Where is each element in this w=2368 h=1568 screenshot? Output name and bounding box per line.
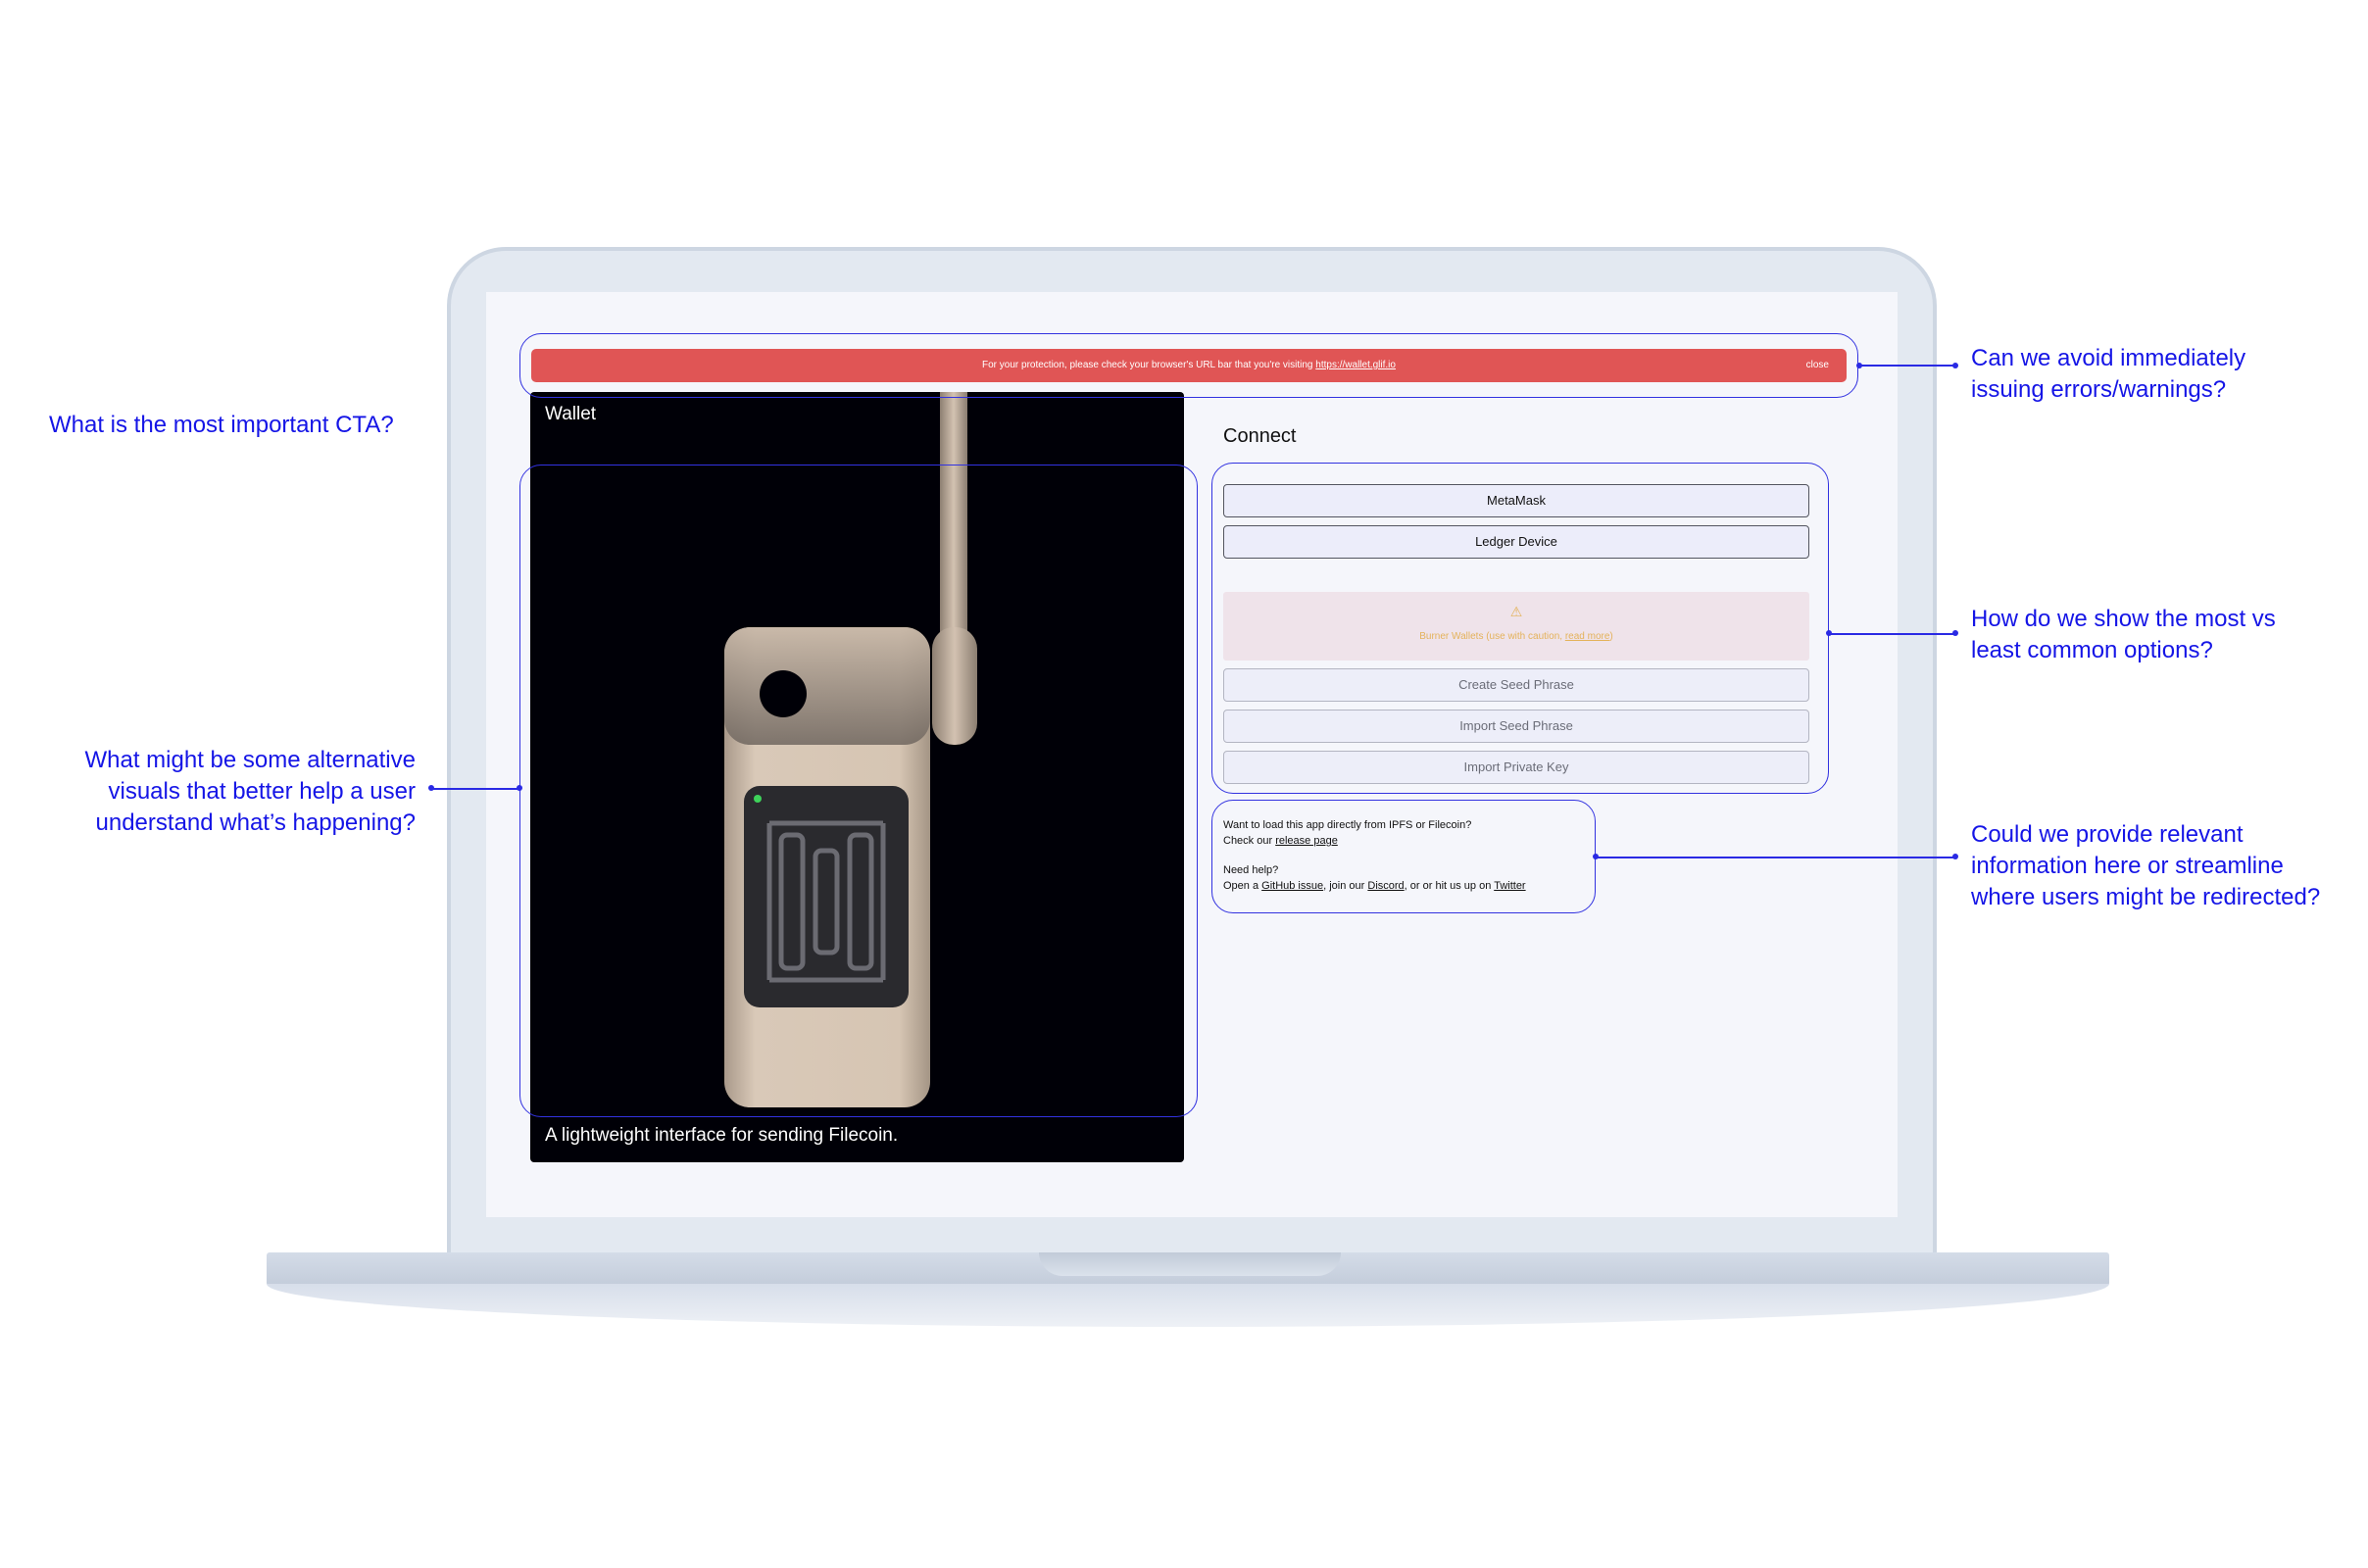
- warning-triangle-icon: ⚠: [1509, 604, 1523, 619]
- device-pad: [744, 786, 909, 1007]
- annotation-options: How do we show the most vs least common …: [1971, 604, 2276, 666]
- annotation-outline-hero: [519, 465, 1198, 1117]
- annotation-info-line: Could we provide relevant: [1971, 821, 2244, 848]
- device-logo: [766, 820, 886, 983]
- annotation-errors-line: Can we avoid immediately: [1971, 345, 2246, 371]
- connector-info: [1596, 857, 1956, 858]
- connector-dot: [1952, 630, 1958, 636]
- device-led: [754, 795, 762, 803]
- device-hole: [760, 670, 807, 717]
- ledger-device-illustration: [724, 392, 977, 1107]
- annotation-errors-line: issuing errors/warnings?: [1971, 376, 2227, 403]
- connector-options: [1829, 633, 1956, 635]
- annotation-outline-help: [1211, 800, 1596, 913]
- release-line: Check our release page: [1223, 833, 1526, 849]
- hero-caption: A lightweight interface for sending File…: [545, 1125, 899, 1146]
- help-links-line: Open a GitHub issue, join our Discord, o…: [1223, 878, 1526, 894]
- ledger-device-button[interactable]: Ledger Device: [1223, 525, 1809, 559]
- annotation-options-line: How do we show the most vs: [1971, 606, 2276, 632]
- laptop-base-bottom: [267, 1284, 2109, 1327]
- annotation-options-line: least common options?: [1971, 637, 2213, 663]
- annotation-visuals-line: visuals that better help a user: [108, 778, 416, 805]
- twitter-link[interactable]: Twitter: [1494, 880, 1526, 892]
- banner-url-link[interactable]: https://wallet.glif.io: [1315, 360, 1396, 370]
- laptop-notch: [1039, 1252, 1341, 1276]
- help-join-text: , join our: [1323, 880, 1368, 892]
- connector-dot: [1952, 854, 1958, 859]
- lanyard-clasp: [932, 627, 977, 745]
- annotation-visuals-line: What might be some alternative: [84, 747, 417, 773]
- connector-dot: [1856, 363, 1862, 368]
- hero-title: Wallet: [545, 404, 597, 424]
- lanyard-cord: [940, 392, 967, 637]
- connect-title: Connect: [1223, 425, 1297, 447]
- annotation-info-line: where users might be redirected?: [1971, 884, 2321, 910]
- connector-dot: [1593, 854, 1599, 859]
- banner-message: For your protection, please check your b…: [531, 349, 1847, 382]
- annotation-info-line: information here or streamline: [1971, 853, 2284, 879]
- annotation-cta: What is the most important CTA?: [49, 412, 394, 438]
- connector-dot: [517, 785, 522, 791]
- burner-warning-label: Burner Wallets (use with caution,: [1419, 631, 1565, 642]
- release-page-link[interactable]: release page: [1275, 835, 1338, 847]
- burner-warning-end: ): [1609, 631, 1613, 642]
- help-open-prefix: Open a: [1223, 880, 1262, 892]
- discord-link[interactable]: Discord: [1367, 880, 1405, 892]
- connector-dot: [428, 785, 434, 791]
- ipfs-question: Want to load this app directly from IPFS…: [1223, 819, 1472, 831]
- annotation-info: Could we provide relevant information he…: [1971, 819, 2320, 913]
- help-section: Want to load this app directly from IPFS…: [1223, 817, 1526, 894]
- hero-panel: Wallet A lightweight interface for sendi…: [530, 392, 1184, 1162]
- help-or-text: , or or hit us up on: [1404, 880, 1495, 892]
- need-help-label: Need help?: [1223, 864, 1279, 876]
- banner-close-button[interactable]: close: [1805, 360, 1829, 370]
- import-seed-phrase-button[interactable]: Import Seed Phrase: [1223, 710, 1809, 743]
- annotation-outline-banner: [519, 333, 1858, 398]
- banner-text: For your protection, please check your b…: [982, 360, 1316, 370]
- github-issue-link[interactable]: GitHub issue: [1261, 880, 1324, 892]
- annotation-outline-connect: [1211, 463, 1829, 794]
- import-private-key-button[interactable]: Import Private Key: [1223, 751, 1809, 784]
- annotation-errors: Can we avoid immediately issuing errors/…: [1971, 343, 2245, 406]
- url-warning-banner: For your protection, please check your b…: [531, 349, 1847, 382]
- annotation-visuals-line: understand what’s happening?: [95, 809, 416, 836]
- metamask-button[interactable]: MetaMask: [1223, 484, 1809, 517]
- connector-errors: [1858, 365, 1956, 367]
- burner-warning-text: Burner Wallets (use with caution, read m…: [1223, 631, 1809, 642]
- annotation-visuals: What might be some alternative visuals t…: [24, 745, 417, 839]
- release-prefix: Check our: [1223, 835, 1276, 847]
- burner-wallet-warning: ⚠ Burner Wallets (use with caution, read…: [1223, 592, 1809, 661]
- connector-dot: [1952, 363, 1958, 368]
- connector-dot: [1826, 630, 1832, 636]
- create-seed-phrase-button[interactable]: Create Seed Phrase: [1223, 668, 1809, 702]
- burner-read-more-link[interactable]: read more: [1564, 631, 1610, 642]
- connector-visuals: [431, 788, 519, 790]
